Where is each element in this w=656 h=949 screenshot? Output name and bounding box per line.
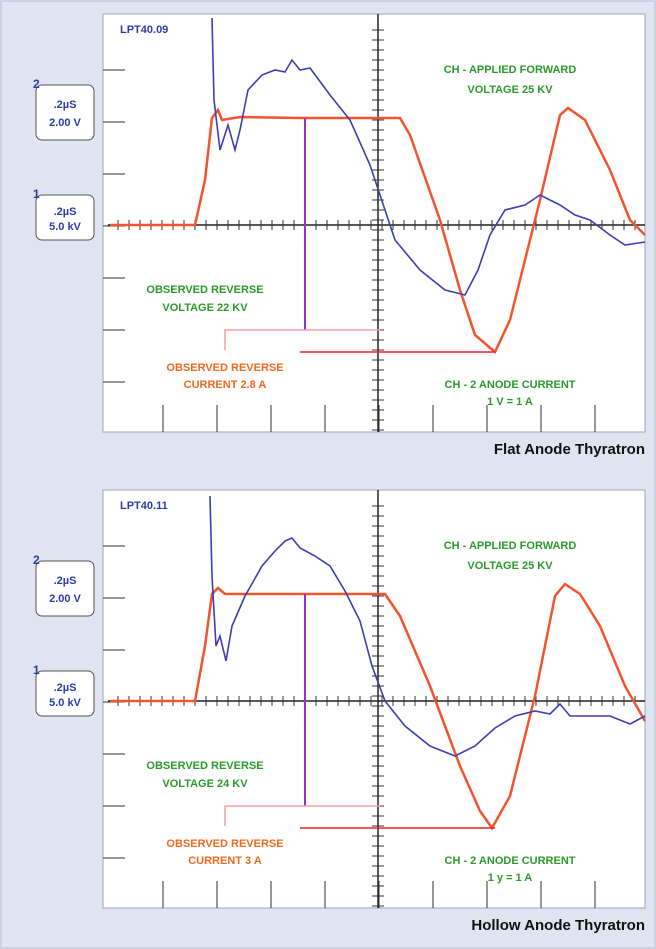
channel-timebase: .2µS xyxy=(54,99,77,111)
channel-number: 1 xyxy=(33,187,40,201)
channel-timebase: .2µS xyxy=(54,206,77,218)
channel-timebase: .2µS xyxy=(54,682,77,694)
annotation: CURRENT 3 A xyxy=(188,855,262,867)
caption: Hollow Anode Thyratron xyxy=(471,917,645,934)
channel-scale: 5.0 kV xyxy=(49,697,81,709)
annotation: VOLTAGE 22 KV xyxy=(162,302,248,314)
scope-panel: LPT40.09 2 .2µS 2.00 V 1 .2µS 5.0 kV CH - APPLI… xyxy=(33,14,645,458)
annotation: VOLTAGE 25 KV xyxy=(467,560,553,572)
annotation: OBSERVED REVERSE xyxy=(166,838,283,850)
scope-panel: LPT40.11 2 .2µS 2.00 V 1 .2µS 5.0 kV CH - APPLI… xyxy=(33,490,645,934)
screenshot: LPT40.09 2 .2µS 2.00 V 1 .2µS 5.0 kV CH - APPLI… xyxy=(0,0,656,949)
channel-scale: 2.00 V xyxy=(49,117,81,129)
annotation: CH - 2 ANODE CURRENT xyxy=(445,379,576,391)
annotation: OBSERVED REVERSE xyxy=(146,760,263,772)
channel-timebase: .2µS xyxy=(54,575,77,587)
annotation: OBSERVED REVERSE xyxy=(166,362,283,374)
channel-scale: 2.00 V xyxy=(49,593,81,605)
annotation: CURRENT 2.8 A xyxy=(184,379,267,391)
page: LPT40.09 2 .2µS 2.00 V 1 .2µS 5.0 kV CH - APPLI… xyxy=(0,0,656,949)
channel-box xyxy=(36,85,94,140)
annotation: CH - APPLIED FORWARD xyxy=(444,64,577,76)
channel-scale: 5.0 kV xyxy=(49,221,81,233)
scope-id: LPT40.09 xyxy=(120,24,168,36)
scope-id: LPT40.11 xyxy=(120,500,168,512)
caption: Flat Anode Thyratron xyxy=(494,441,645,458)
annotation: CH - APPLIED FORWARD xyxy=(444,540,577,552)
annotation: 1 V = 1 A xyxy=(487,396,533,408)
annotation: CH - 2 ANODE CURRENT xyxy=(445,855,576,867)
annotation: VOLTAGE 24 KV xyxy=(162,778,248,790)
annotation: OBSERVED REVERSE xyxy=(146,284,263,296)
channel-box xyxy=(36,561,94,616)
channel-number: 2 xyxy=(33,553,40,567)
channel-number: 2 xyxy=(33,77,40,91)
channel-number: 1 xyxy=(33,663,40,677)
annotation: 1 y = 1 A xyxy=(488,872,533,884)
annotation: VOLTAGE 25 KV xyxy=(467,84,553,96)
